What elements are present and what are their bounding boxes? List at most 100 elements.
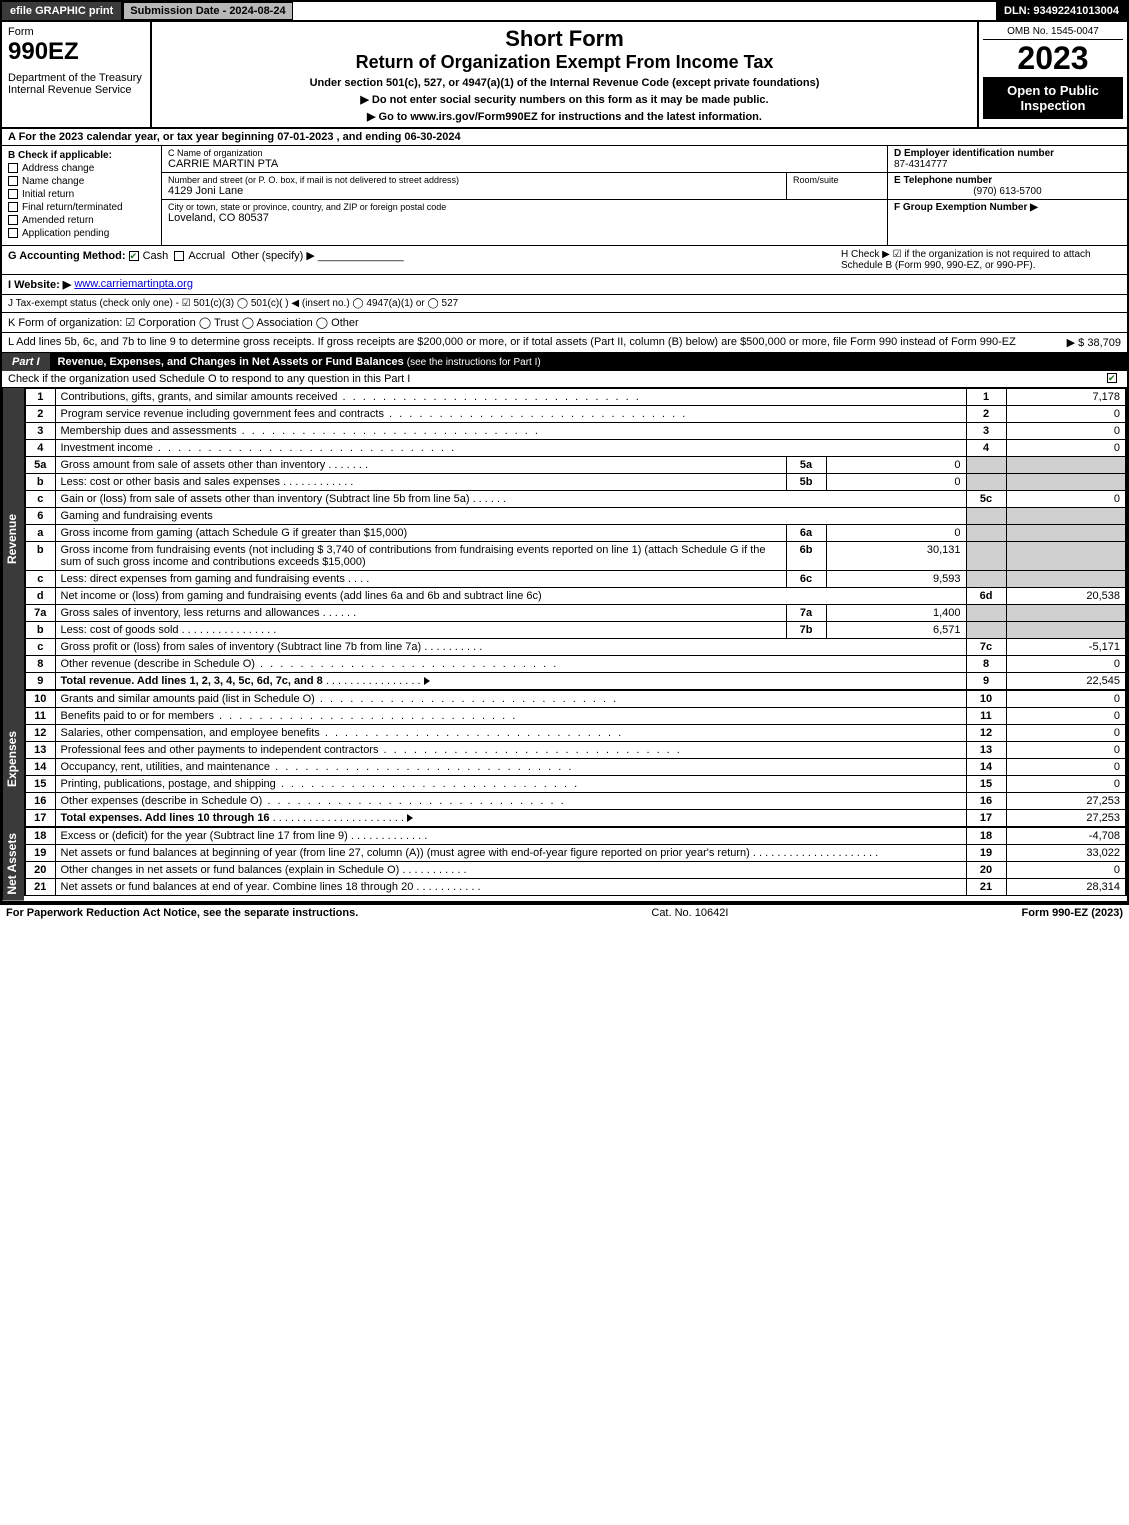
form-number: 990EZ bbox=[8, 38, 144, 66]
chk-initial-return[interactable]: Initial return bbox=[8, 189, 155, 200]
phone-label: E Telephone number bbox=[894, 175, 1121, 186]
section-bcd: B Check if applicable: Address change Na… bbox=[0, 146, 1129, 246]
department-label: Department of the Treasury Internal Reve… bbox=[8, 72, 144, 96]
ein-label: D Employer identification number bbox=[894, 148, 1121, 159]
line-15: 15Printing, publications, postage, and s… bbox=[25, 776, 1126, 793]
row-l-gross-receipts: L Add lines 5b, 6c, and 7b to line 9 to … bbox=[2, 333, 1127, 353]
chk-name-change-label: Name change bbox=[22, 176, 84, 187]
street-value: 4129 Joni Lane bbox=[168, 185, 780, 197]
under-section-note: Under section 501(c), 527, or 4947(a)(1)… bbox=[162, 77, 967, 89]
ein-value: 87-4314777 bbox=[894, 159, 1121, 170]
line-1: 1Contributions, gifts, grants, and simil… bbox=[25, 389, 1126, 406]
page-footer: For Paperwork Reduction Act Notice, see … bbox=[0, 903, 1129, 921]
line-2: 2Program service revenue including gover… bbox=[25, 406, 1126, 423]
line-16: 16Other expenses (describe in Schedule O… bbox=[25, 793, 1126, 810]
efile-print-button[interactable]: efile GRAPHIC print bbox=[2, 2, 123, 20]
row-j-tax-exempt: J Tax-exempt status (check only one) - ☑… bbox=[2, 295, 1127, 313]
line-4: 4Investment income40 bbox=[25, 440, 1126, 457]
footer-left: For Paperwork Reduction Act Notice, see … bbox=[6, 907, 358, 919]
dln-label: DLN: 93492241013004 bbox=[996, 2, 1127, 20]
row-g-h: G Accounting Method: Cash Accrual Other … bbox=[2, 246, 1127, 275]
line-21: 21Net assets or fund balances at end of … bbox=[25, 879, 1126, 896]
chk-address-change[interactable]: Address change bbox=[8, 163, 155, 174]
chk-amended-return[interactable]: Amended return bbox=[8, 215, 155, 226]
org-address-row: Number and street (or P. O. box, if mail… bbox=[162, 173, 887, 200]
chk-cash[interactable] bbox=[129, 251, 139, 261]
arrow-icon bbox=[424, 677, 430, 685]
row-k-form-org: K Form of organization: ☑ Corporation ◯ … bbox=[2, 313, 1127, 333]
cash-label: Cash bbox=[143, 250, 169, 262]
chk-application-pending[interactable]: Application pending bbox=[8, 228, 155, 239]
line-3: 3Membership dues and assessments30 bbox=[25, 423, 1126, 440]
group-exemption-block: F Group Exemption Number ▶ bbox=[888, 200, 1127, 215]
line-6c: cLess: direct expenses from gaming and f… bbox=[25, 571, 1126, 588]
line-6: 6Gaming and fundraising events bbox=[25, 508, 1126, 525]
part1-check-text: Check if the organization used Schedule … bbox=[8, 373, 1107, 385]
revenue-side-label: Revenue bbox=[2, 388, 24, 690]
footer-form-ref: Form 990-EZ (2023) bbox=[1022, 907, 1123, 919]
chk-accrual[interactable] bbox=[174, 251, 184, 261]
chk-final-return-label: Final return/terminated bbox=[22, 202, 123, 213]
row-l-amount: ▶ $ 38,709 bbox=[1021, 336, 1121, 349]
col-c-org-info: C Name of organization CARRIE MARTIN PTA… bbox=[162, 146, 887, 245]
chk-address-change-label: Address change bbox=[22, 163, 94, 174]
street-label: Number and street (or P. O. box, if mail… bbox=[168, 175, 780, 185]
other-method-label: Other (specify) ▶ bbox=[231, 250, 315, 262]
netassets-side-label: Net Assets bbox=[2, 827, 24, 901]
part1-sub: (see the instructions for Part I) bbox=[407, 357, 541, 368]
top-bar: efile GRAPHIC print Submission Date - 20… bbox=[0, 0, 1129, 22]
phone-value: (970) 613-5700 bbox=[894, 186, 1121, 197]
part1-header: Part I Revenue, Expenses, and Changes in… bbox=[0, 353, 1129, 371]
line-9: 9Total revenue. Add lines 1, 2, 3, 4, 5c… bbox=[25, 673, 1126, 690]
mid-rows: G Accounting Method: Cash Accrual Other … bbox=[0, 246, 1129, 353]
col-d-ids: D Employer identification number 87-4314… bbox=[887, 146, 1127, 245]
expenses-section: Expenses 10Grants and similar amounts pa… bbox=[0, 690, 1129, 827]
org-name-value: CARRIE MARTIN PTA bbox=[168, 158, 881, 170]
line-5c: cGain or (loss) from sale of assets othe… bbox=[25, 491, 1126, 508]
chk-final-return[interactable]: Final return/terminated bbox=[8, 202, 155, 213]
accrual-label: Accrual bbox=[188, 250, 225, 262]
line-19: 19Net assets or fund balances at beginni… bbox=[25, 845, 1126, 862]
row-a-text: A For the 2023 calendar year, or tax yea… bbox=[8, 131, 461, 143]
chk-amended-return-label: Amended return bbox=[22, 215, 94, 226]
line-14: 14Occupancy, rent, utilities, and mainte… bbox=[25, 759, 1126, 776]
phone-block: E Telephone number (970) 613-5700 bbox=[888, 173, 1127, 200]
open-to-public-box: Open to Public Inspection bbox=[983, 77, 1123, 119]
row-l-text: L Add lines 5b, 6c, and 7b to line 9 to … bbox=[8, 336, 1021, 349]
omb-number: OMB No. 1545-0047 bbox=[983, 26, 1123, 40]
line-5b: bLess: cost or other basis and sales exp… bbox=[25, 474, 1126, 491]
row-h-text: H Check ▶ ☑ if the organization is not r… bbox=[841, 249, 1121, 271]
revenue-table: 1Contributions, gifts, grants, and simil… bbox=[24, 388, 1127, 690]
col-b-checkboxes: B Check if applicable: Address change Na… bbox=[2, 146, 162, 245]
line-7a: 7aGross sales of inventory, less returns… bbox=[25, 605, 1126, 622]
ssn-note: ▶ Do not enter social security numbers o… bbox=[162, 93, 967, 106]
chk-name-change[interactable]: Name change bbox=[8, 176, 155, 187]
line-17: 17Total expenses. Add lines 10 through 1… bbox=[25, 810, 1126, 827]
row-a-tax-year: A For the 2023 calendar year, or tax yea… bbox=[0, 129, 1129, 146]
arrow-icon bbox=[407, 814, 413, 822]
org-city-row: City or town, state or province, country… bbox=[162, 200, 887, 226]
website-link[interactable]: www.carriemartinpta.org bbox=[74, 278, 193, 291]
ein-block: D Employer identification number 87-4314… bbox=[888, 146, 1127, 173]
row-g-label: G Accounting Method: bbox=[8, 250, 126, 262]
expenses-table: 10Grants and similar amounts paid (list … bbox=[24, 690, 1127, 827]
form-title: Short Form bbox=[162, 26, 967, 52]
part1-check-line: Check if the organization used Schedule … bbox=[0, 371, 1129, 388]
form-header: Form 990EZ Department of the Treasury In… bbox=[0, 22, 1129, 129]
line-20: 20Other changes in net assets or fund ba… bbox=[25, 862, 1126, 879]
line-11: 11Benefits paid to or for members110 bbox=[25, 708, 1126, 725]
line-6a: aGross income from gaming (attach Schedu… bbox=[25, 525, 1126, 542]
part1-tab: Part I bbox=[2, 353, 50, 371]
part1-check-box[interactable] bbox=[1107, 373, 1117, 383]
city-label: City or town, state or province, country… bbox=[168, 202, 881, 212]
line-6d: dNet income or (loss) from gaming and fu… bbox=[25, 588, 1126, 605]
header-right: OMB No. 1545-0047 2023 Open to Public In… bbox=[977, 22, 1127, 127]
line-18: 18Excess or (deficit) for the year (Subt… bbox=[25, 828, 1126, 845]
footer-cat-no: Cat. No. 10642I bbox=[358, 907, 1021, 919]
line-7c: cGross profit or (loss) from sales of in… bbox=[25, 639, 1126, 656]
line-12: 12Salaries, other compensation, and empl… bbox=[25, 725, 1126, 742]
line-7b: bLess: cost of goods sold . . . . . . . … bbox=[25, 622, 1126, 639]
city-value: Loveland, CO 80537 bbox=[168, 212, 881, 224]
goto-note: ▶ Go to www.irs.gov/Form990EZ for instru… bbox=[162, 110, 967, 123]
org-name-row: C Name of organization CARRIE MARTIN PTA bbox=[162, 146, 887, 173]
